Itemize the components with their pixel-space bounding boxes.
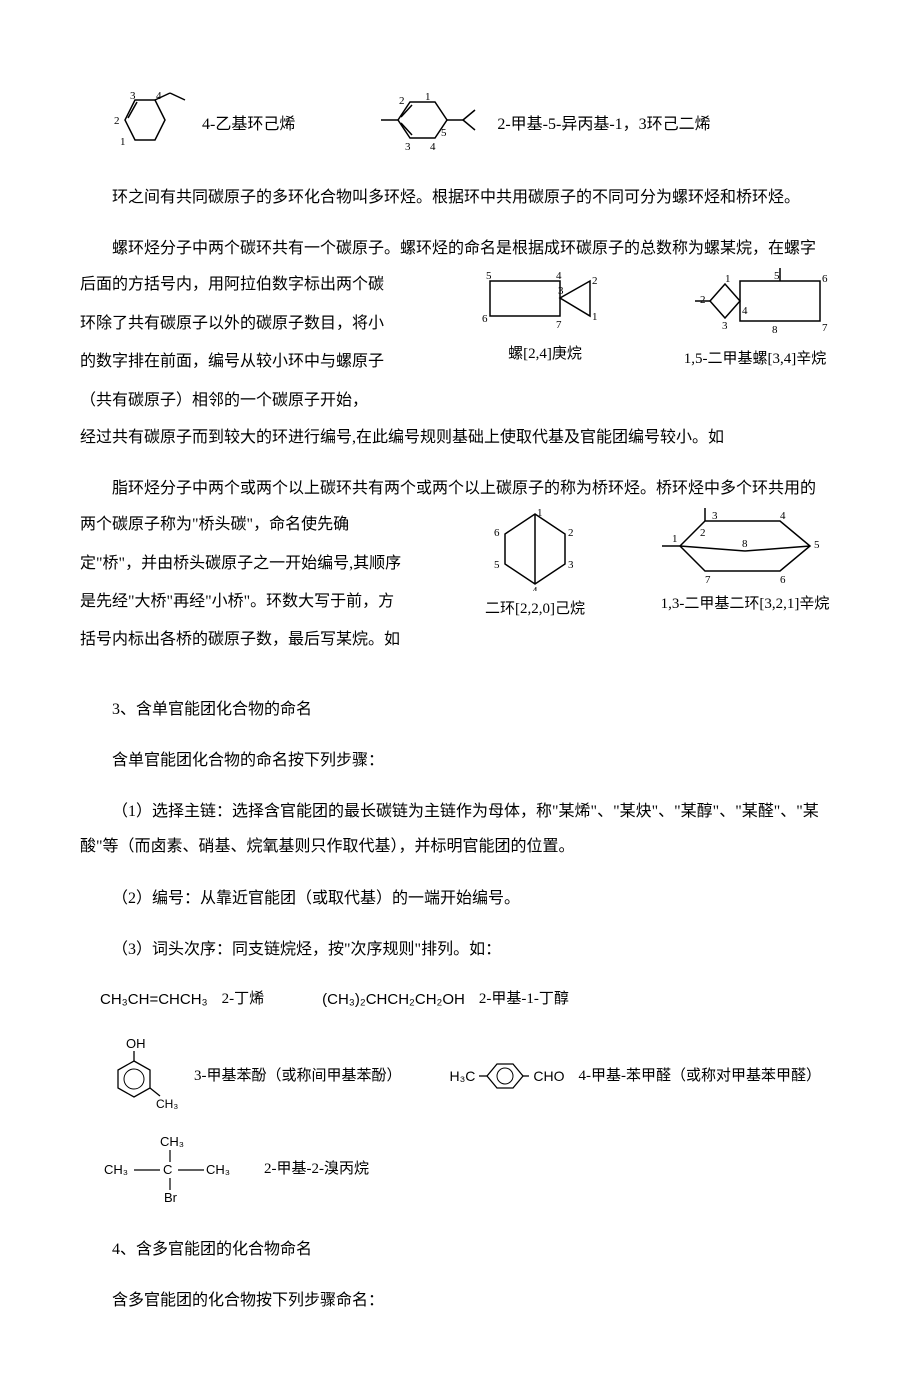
para-multi-fg-intro: 含多官能团的化合物按下列步骤命名： — [80, 1283, 840, 1318]
svg-text:2: 2 — [700, 527, 706, 539]
para-spiro-1: 螺环烃分子中两个碳环共有一个碳原子。螺环烃的命名是根据成环碳原子的总数称为螺某烷… — [80, 231, 840, 266]
svg-text:1: 1 — [725, 273, 731, 285]
example-line-2: OH CH₃ 3-甲基苯酚（或称间甲基苯酚） H₃C CHO 4-甲基-苯甲醛（… — [100, 1036, 840, 1116]
para-single-fg-intro: 含单官能团化合物的命名按下列步骤： — [80, 743, 840, 778]
svg-text:6: 6 — [494, 527, 500, 539]
fig-caption: 二环[2,2,0]己烷 — [485, 593, 585, 626]
svg-text:3: 3 — [130, 90, 136, 102]
svg-text:CH₃: CH₃ — [104, 1162, 128, 1177]
svg-text:2: 2 — [114, 115, 120, 127]
para-bridge-2: 两个碳原子称为"桥头碳"，命名使先确定"桥"，并由桥头碳原子之一开始编号,其顺序… — [80, 506, 410, 660]
cyclohexene-ethyl-svg: 1 2 3 4 — [110, 90, 190, 160]
fig-caption: 螺[2,4]庚烷 — [508, 338, 582, 371]
fig-bicyclo-hexane: 1 2 3 4 5 6 二环[2,2,0]己烷 — [480, 506, 590, 626]
figure-row-bridge: 1 2 3 4 5 6 二环[2,2,0]己烷 1 2 3 4 5 6 — [480, 506, 840, 626]
name-butene: 2-丁烯 — [222, 983, 265, 1016]
svg-text:1: 1 — [592, 311, 598, 323]
bicyclo-hexane-svg: 1 2 3 4 5 6 — [480, 506, 590, 591]
formula-butene: CH₃CH=CHCH₃ — [100, 983, 208, 1016]
svg-text:4: 4 — [430, 141, 436, 153]
svg-text:3: 3 — [558, 285, 564, 297]
name-methylbenzaldehyde: 4-甲基-苯甲醛（或称对甲基苯甲醛） — [579, 1060, 822, 1093]
fig-dimethyl-bicyclo-octane: 1 2 3 4 5 6 7 8 1,3-二甲基二环[3,2,1]辛烷 — [650, 506, 840, 626]
heading-multi-fg: 4、含多官能团的化合物命名 — [80, 1232, 840, 1267]
svg-text:6: 6 — [822, 273, 828, 285]
svg-text:OH: OH — [126, 1036, 146, 1051]
bicyclo-octane-svg: 1 2 3 4 5 6 7 8 — [650, 506, 840, 586]
svg-text:5: 5 — [494, 559, 500, 571]
fig-4-ethylcyclohexene: 1 2 3 4 4-乙基环己烯 — [110, 90, 295, 160]
svg-text:1: 1 — [120, 136, 126, 148]
svg-text:5: 5 — [441, 127, 447, 139]
svg-text:3: 3 — [712, 510, 718, 522]
name-methylbutanol: 2-甲基-1-丁醇 — [479, 983, 569, 1016]
svg-text:5: 5 — [774, 270, 780, 282]
svg-text:5: 5 — [486, 270, 492, 282]
para-spiro-2: 后面的方括号内，用阿拉伯数字标出两个碳环除了共有碳原子以外的碳原子数目，将小的数… — [80, 266, 390, 420]
example-line-1: CH₃CH=CHCH₃ 2-丁烯 (CH₃)₂CHCH₂CH₂OH 2-甲基-1… — [100, 983, 840, 1016]
figure-row-cyclohexene: 1 2 3 4 4-乙基环己烯 1 2 3 4 5 — [80, 90, 840, 160]
svg-text:4: 4 — [556, 270, 562, 282]
cyclohexadiene-svg: 1 2 3 4 5 — [375, 90, 485, 160]
svg-text:C: C — [163, 1162, 172, 1177]
fig-methyl-isopropyl-cyclohexadiene: 1 2 3 4 5 2-甲基-5-异丙基-1，3环己二烯 — [375, 90, 710, 160]
label-cho: CHO — [533, 1061, 564, 1092]
svg-text:7: 7 — [556, 319, 562, 331]
svg-text:Br: Br — [164, 1190, 178, 1204]
svg-text:1: 1 — [672, 533, 678, 545]
fig-bromo-methylpropane: CH₃ CH₃ C CH₃ Br — [100, 1134, 250, 1204]
svg-text:6: 6 — [482, 313, 488, 325]
svg-text:1: 1 — [537, 507, 543, 519]
fig-caption: 1,3-二甲基二环[3,2,1]辛烷 — [661, 588, 830, 621]
fig-label: 4-乙基环己烯 — [202, 107, 295, 142]
svg-text:1: 1 — [425, 91, 431, 103]
svg-text:7: 7 — [705, 574, 711, 586]
para-spiro-3: 经过共有碳原子而到较大的环进行编号,在此编号规则基础上使取代基及官能团编号较小。… — [80, 420, 840, 455]
figure-row-spiro: 1 2 3 4 5 6 7 螺[2,4]庚烷 1 2 3 4 5 6 — [480, 266, 840, 376]
svg-text:3: 3 — [405, 141, 411, 153]
example-line-3: CH₃ CH₃ C CH₃ Br 2-甲基-2-溴丙烷 — [100, 1134, 840, 1204]
spiro-heptane-svg: 1 2 3 4 5 6 7 — [480, 266, 610, 336]
svg-text:2: 2 — [399, 95, 405, 107]
svg-text:8: 8 — [772, 324, 778, 336]
svg-text:3: 3 — [568, 559, 574, 571]
svg-text:4: 4 — [780, 510, 786, 522]
svg-text:4: 4 — [532, 585, 538, 591]
svg-text:4: 4 — [742, 305, 748, 317]
para-polycyclic-intro: 环之间有共同碳原子的多环化合物叫多环烃。根据环中共用碳原子的不同可分为螺环烃和桥… — [80, 180, 840, 215]
fig-dimethyl-spiro-octane: 1 2 3 4 5 6 7 8 1,5-二甲基螺[3,4]辛烷 — [670, 266, 840, 376]
svg-text:8: 8 — [742, 538, 748, 550]
svg-text:CH₃: CH₃ — [160, 1134, 184, 1149]
step-1: （1）选择主链：选择含官能团的最长碳链为主链作为母体，称"某烯"、"某炔"、"某… — [80, 794, 840, 864]
svg-text:2: 2 — [592, 275, 598, 287]
fig-methylbenzaldehyde: H₃C CHO — [450, 1056, 565, 1096]
formula-methylbutanol: (CH₃)₂CHCH₂CH₂OH — [322, 983, 465, 1016]
heading-single-fg: 3、含单官能团化合物的命名 — [80, 692, 840, 727]
svg-text:6: 6 — [780, 574, 786, 586]
svg-text:CH₃: CH₃ — [206, 1162, 230, 1177]
svg-text:2: 2 — [700, 294, 706, 306]
para-bridge-1: 脂环烃分子中两个或两个以上碳环共有两个或两个以上碳原子的称为桥环烃。桥环烃中多个… — [80, 471, 840, 506]
step-3: （3）词头次序：同支链烷烃，按"次序规则"排列。如： — [80, 932, 840, 967]
fig-caption: 1,5-二甲基螺[3,4]辛烷 — [684, 343, 827, 376]
svg-text:4: 4 — [156, 90, 162, 102]
svg-text:3: 3 — [722, 320, 728, 332]
label-h3c: H₃C — [450, 1061, 476, 1092]
name-bromo-methylpropane: 2-甲基-2-溴丙烷 — [264, 1153, 369, 1186]
fig-methylphenol: OH CH₃ — [100, 1036, 180, 1116]
spiro-octane-svg: 1 2 3 4 5 6 7 8 — [670, 266, 840, 341]
svg-text:CH₃: CH₃ — [156, 1097, 178, 1111]
svg-text:2: 2 — [568, 527, 574, 539]
fig-label: 2-甲基-5-异丙基-1，3环己二烯 — [497, 107, 710, 142]
fig-spiro-heptane: 1 2 3 4 5 6 7 螺[2,4]庚烷 — [480, 266, 610, 376]
step-2: （2）编号：从靠近官能团（或取代基）的一端开始编号。 — [80, 881, 840, 916]
name-methylphenol: 3-甲基苯酚（或称间甲基苯酚） — [194, 1060, 402, 1093]
svg-text:5: 5 — [814, 539, 820, 551]
svg-text:7: 7 — [822, 322, 828, 334]
